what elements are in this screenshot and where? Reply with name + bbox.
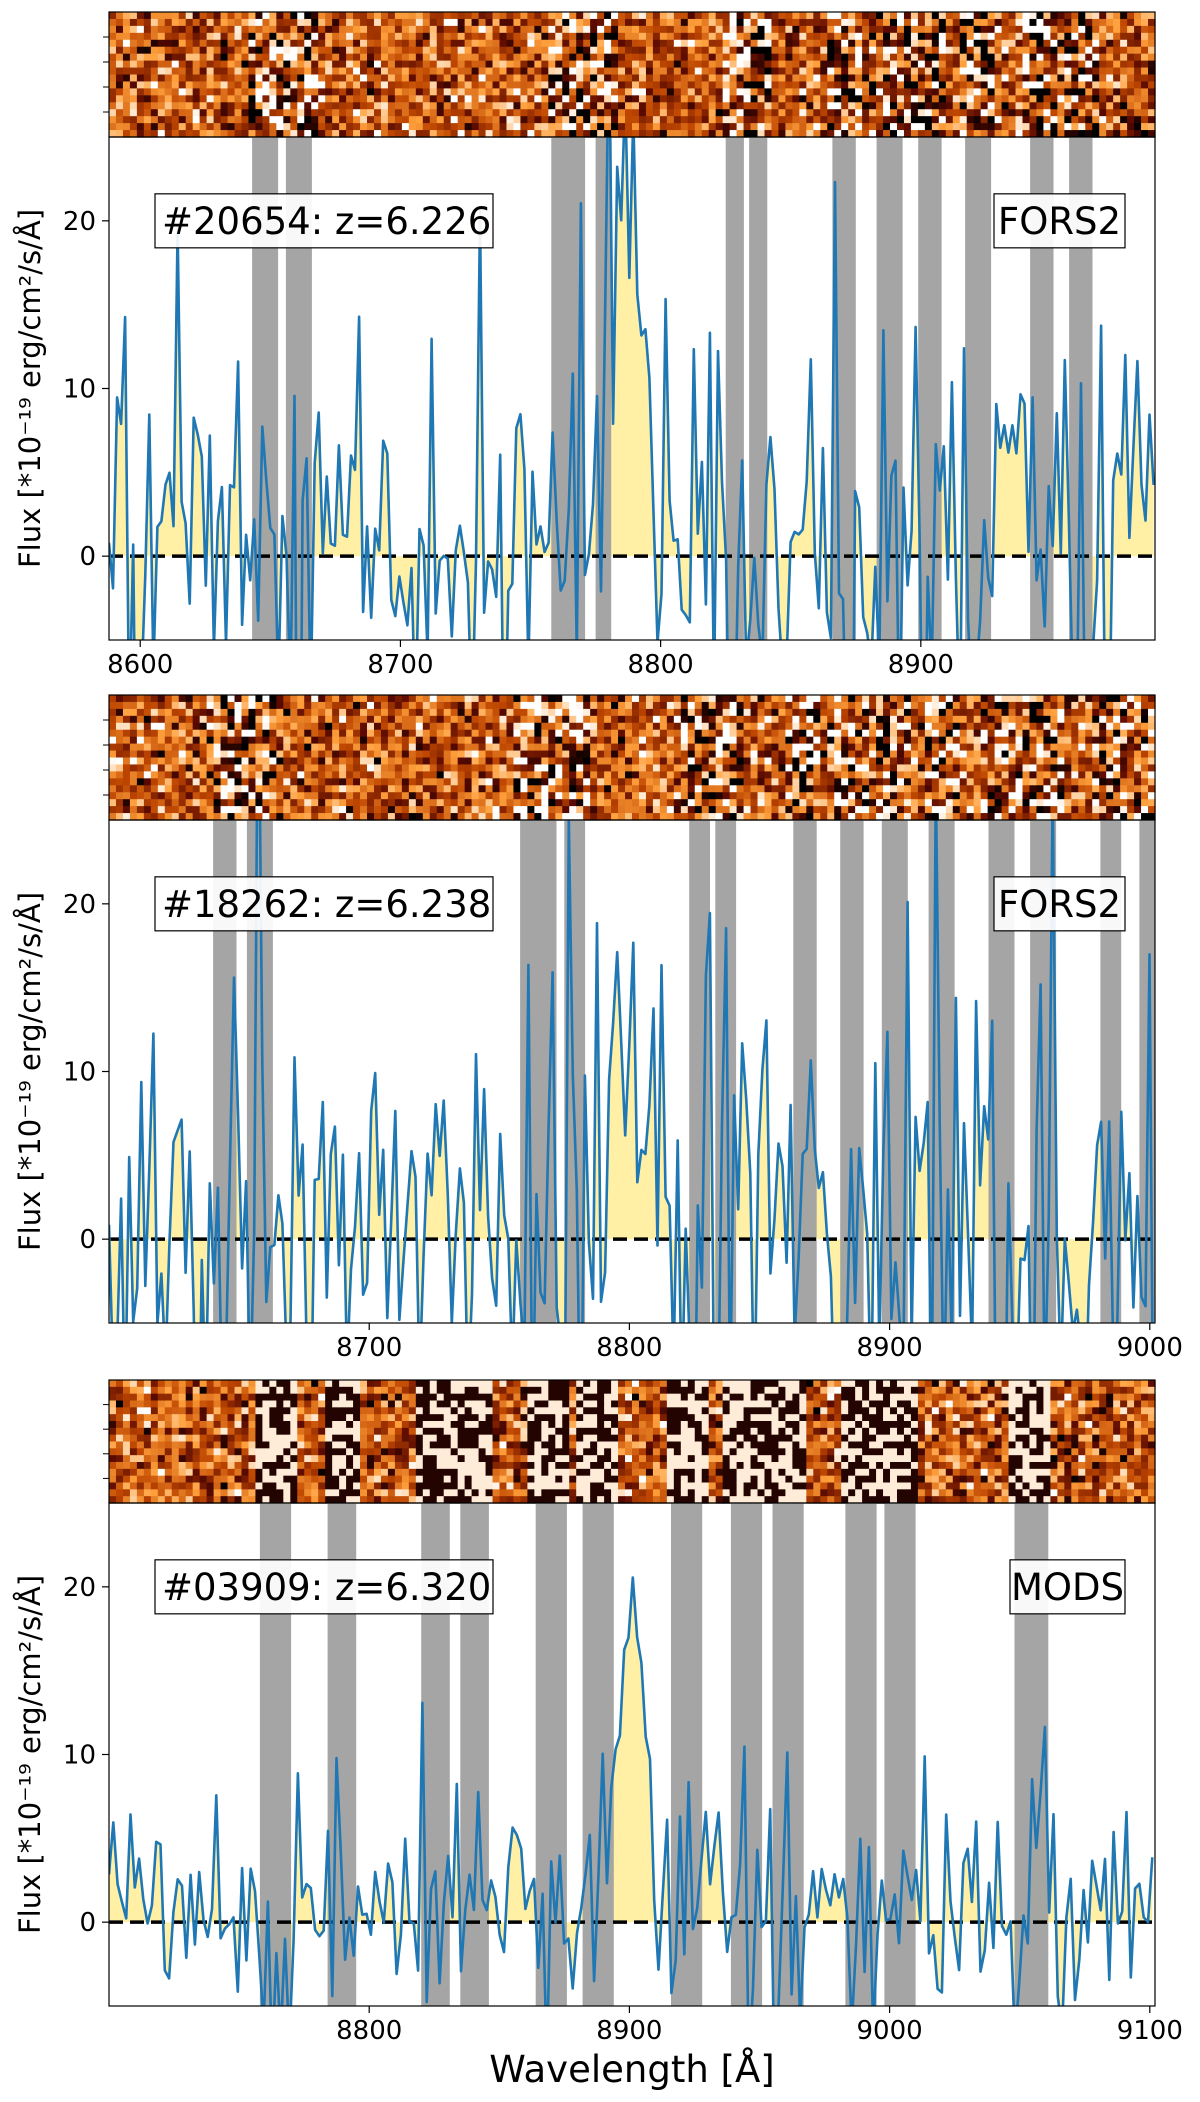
spectrum-line [109,137,1155,640]
instrument-box [993,876,1126,932]
skyline-mask [749,137,768,640]
plot-area [109,1503,1155,2006]
x-tick-label: 8700 [336,1333,402,1363]
object-label-box [154,1559,494,1615]
x-tick-label: 8800 [596,1333,662,1363]
x-tick-label: 9000 [857,2016,923,2046]
instrument-box [1009,1559,1126,1615]
y-tick-label: 20 [63,207,96,237]
skyline-mask [689,820,710,1323]
y-tick-label: 20 [63,1573,96,1603]
x-tick-label: 9100 [1117,2016,1183,2046]
spectrum-2d-image [109,695,1156,821]
object-label-box [154,193,494,249]
object-label: #20654: z=6.226 [162,200,491,243]
y-axis-label: Flux [*10⁻¹⁹ erg/cm²/s/Å] [13,892,47,1251]
y-tick-label: 0 [79,542,96,572]
spectrum-line [109,1576,1154,2006]
y-tick-label: 10 [63,1058,96,1088]
x-tick-label: 8900 [857,1333,923,1363]
x-tick-label: 8800 [336,2016,402,2046]
y-axis-label: Flux [*10⁻¹⁹ erg/cm²/s/Å] [13,1575,47,1934]
panel-3: 8800 8900 9000 9100 0 10 20 Flux [*10⁻¹⁹ erg/cm… [13,1379,1183,2091]
y-tick-label: 10 [63,1741,96,1771]
spectrum-line [109,820,1154,1323]
x-tick-label: 8700 [367,650,433,680]
instrument-label: MODS [1011,1566,1124,1609]
x-tick-label: 8600 [107,650,173,680]
instrument-label: FORS2 [998,200,1121,243]
y-axis-label: Flux [*10⁻¹⁹ erg/cm²/s/Å] [13,209,47,568]
y-tick-label: 0 [79,1225,96,1255]
panel-2: 8700 8800 8900 9000 0 10 20 Flux [*10⁻¹⁹ erg/cm… [13,694,1183,1363]
x-axis-label: Wavelength [Å] [489,2047,774,2091]
object-label: #03909: z=6.320 [162,1566,491,1609]
skyline-mask [725,137,744,640]
x-tick-label: 8900 [596,2016,662,2046]
x-tick-label: 9000 [1117,1333,1183,1363]
x-tick-label: 8900 [888,650,954,680]
x-tick-label: 8800 [628,650,694,680]
y-tick-label: 10 [63,375,96,405]
spectrum-2d-image [109,1380,1156,1504]
object-label: #18262: z=6.238 [162,883,491,926]
skyline-mask [918,137,942,640]
y-tick-label: 0 [79,1908,96,1938]
skyline-mask [793,820,817,1323]
skyline-mask [840,820,864,1323]
y-tick-label: 20 [63,890,96,920]
spectrum-2d-image [109,12,1156,138]
flux-fill [109,1577,1153,2006]
skyline-mask [582,1503,614,2006]
skyline-mask [1100,820,1122,1323]
instrument-box [993,193,1126,249]
object-label-box [154,876,494,932]
panel-1: 8600 8700 8800 8900 0 10 20 Flux [*10⁻¹⁹ erg/cm… [13,11,1156,680]
instrument-label: FORS2 [998,883,1121,926]
